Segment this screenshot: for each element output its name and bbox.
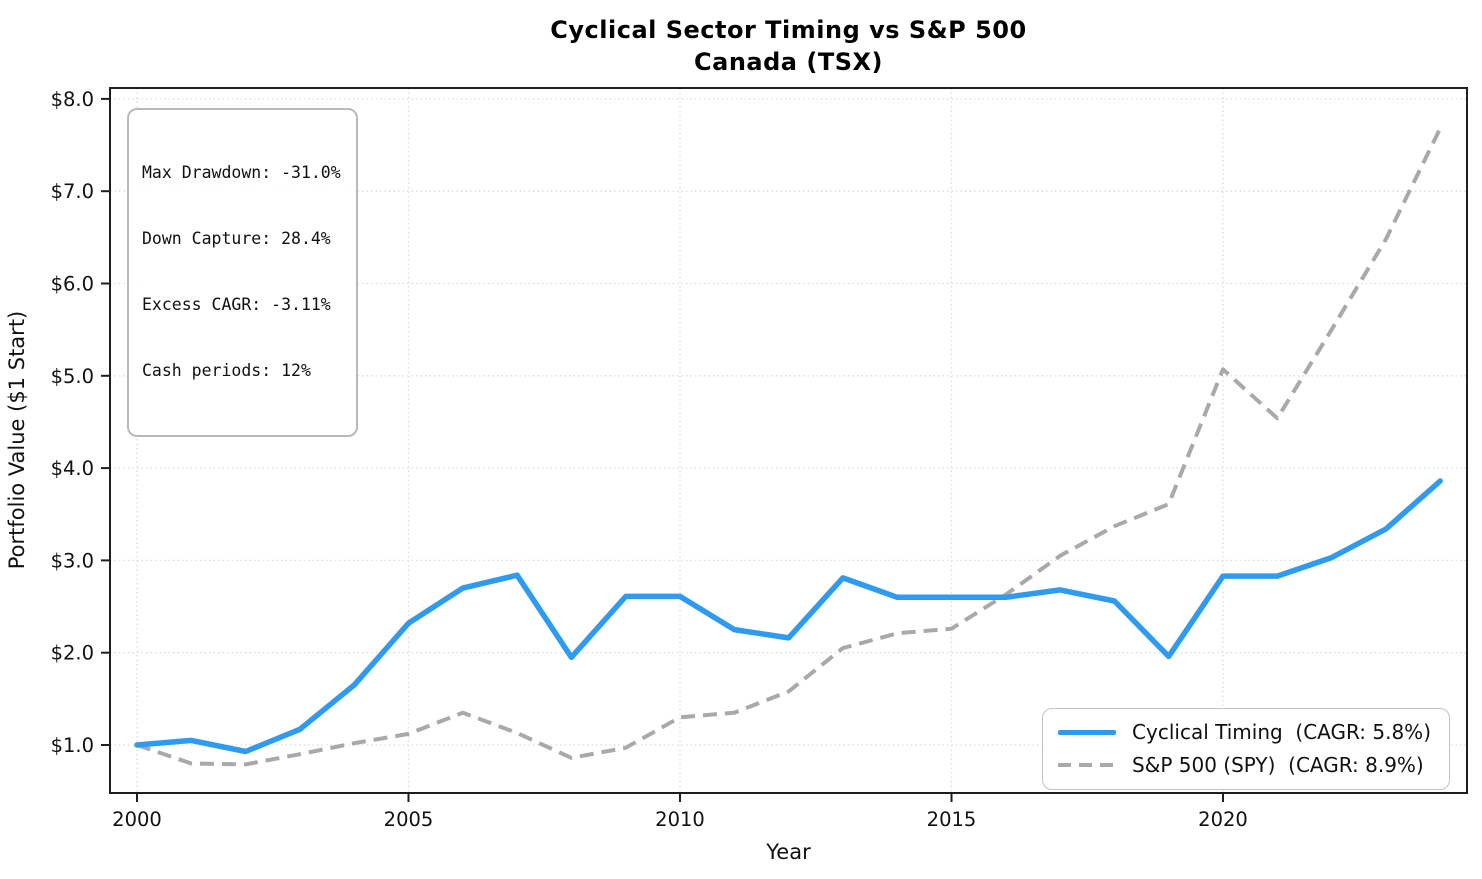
y-tick-label: $7.0: [51, 180, 94, 203]
legend-item-cyclical: Cyclical Timing (CAGR: 5.8%): [1058, 720, 1431, 744]
legend-item-sp500: S&P 500 (SPY) (CAGR: 8.9%): [1058, 753, 1431, 777]
x-tick-label: 2000: [112, 808, 162, 831]
y-tick-label: $3.0: [51, 549, 94, 572]
stat-max-drawdown: Max Drawdown: -31.0%: [142, 163, 341, 182]
cyclical-line-swatch-icon: [1058, 729, 1117, 735]
chart-title-line2: Canada (TSX): [694, 48, 883, 76]
x-tick-label: 2015: [927, 808, 977, 831]
cyclical-timing-line: [134, 478, 1443, 755]
sp500-line: [136, 127, 1442, 767]
stats-box: Max Drawdown: -31.0% Down Capture: 28.4%…: [127, 108, 358, 437]
stat-excess-cagr: Excess CAGR: -3.11%: [142, 295, 331, 314]
y-tick-label: $2.0: [51, 642, 94, 665]
x-axis-label: Year: [766, 840, 811, 864]
x-tick-label: 2010: [655, 808, 705, 831]
y-tick-label: $8.0: [51, 88, 94, 111]
y-tick-label: $1.0: [51, 734, 94, 757]
legend-label-cyclical: Cyclical Timing (CAGR: 5.8%): [1132, 720, 1431, 744]
chart-title-line1: Cyclical Sector Timing vs S&P 500: [550, 16, 1027, 44]
x-tick-label: 2020: [1198, 808, 1248, 831]
y-tick-label: $4.0: [51, 457, 94, 480]
y-tick-label: $6.0: [51, 273, 94, 296]
stat-down-capture: Down Capture: 28.4%: [142, 229, 331, 248]
plot-border: [109, 87, 1468, 794]
legend: Cyclical Timing (CAGR: 5.8%) S&P 500 (SP…: [1042, 708, 1450, 790]
legend-label-sp500: S&P 500 (SPY) (CAGR: 8.9%): [1132, 753, 1424, 777]
y-axis-label: Portfolio Value ($1 Start): [5, 310, 29, 570]
y-tick-label: $5.0: [51, 365, 94, 388]
x-tick-label: 2005: [384, 808, 434, 831]
chart-title: Cyclical Sector Timing vs S&P 500 Canada…: [110, 14, 1467, 78]
sp500-line-swatch-icon: [1058, 762, 1117, 768]
stat-cash-periods: Cash periods: 12%: [142, 361, 311, 380]
